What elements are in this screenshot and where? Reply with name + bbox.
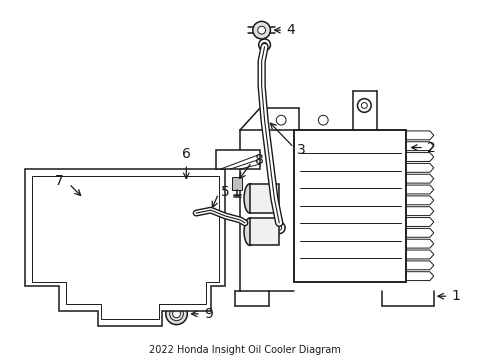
Polygon shape [294,130,406,282]
Text: 4: 4 [286,23,295,37]
Circle shape [246,152,260,166]
Polygon shape [250,184,279,213]
Circle shape [318,115,328,125]
Circle shape [358,99,371,112]
Text: 2: 2 [427,140,436,154]
Polygon shape [406,142,434,150]
Polygon shape [406,174,434,183]
Text: 7: 7 [55,174,64,188]
Polygon shape [406,228,434,237]
Polygon shape [406,131,434,140]
Polygon shape [406,207,434,216]
Circle shape [395,144,403,152]
Polygon shape [406,163,434,172]
Polygon shape [250,218,279,246]
Polygon shape [406,239,434,248]
Polygon shape [216,149,260,169]
Ellipse shape [244,184,256,213]
Text: 8: 8 [255,153,264,167]
Text: 1: 1 [451,289,460,303]
Circle shape [175,183,197,204]
Text: 3: 3 [297,143,306,157]
Circle shape [253,21,270,39]
Circle shape [392,140,407,156]
Polygon shape [406,272,434,280]
Polygon shape [406,153,434,161]
Polygon shape [406,196,434,205]
Circle shape [166,303,187,325]
Polygon shape [406,185,434,194]
Polygon shape [406,261,434,270]
Circle shape [259,39,270,51]
Circle shape [172,310,180,318]
Circle shape [276,115,286,125]
Circle shape [258,26,266,34]
Text: 2022 Honda Insight Oil Cooler Diagram: 2022 Honda Insight Oil Cooler Diagram [149,345,341,355]
Polygon shape [406,250,434,259]
Polygon shape [181,178,191,183]
Ellipse shape [244,218,256,246]
Polygon shape [232,177,242,190]
Text: 5: 5 [220,185,229,199]
Text: 6: 6 [182,147,191,161]
Polygon shape [406,217,434,226]
Circle shape [181,189,191,198]
Text: 9: 9 [204,307,213,321]
Polygon shape [25,169,225,325]
Circle shape [273,222,285,234]
